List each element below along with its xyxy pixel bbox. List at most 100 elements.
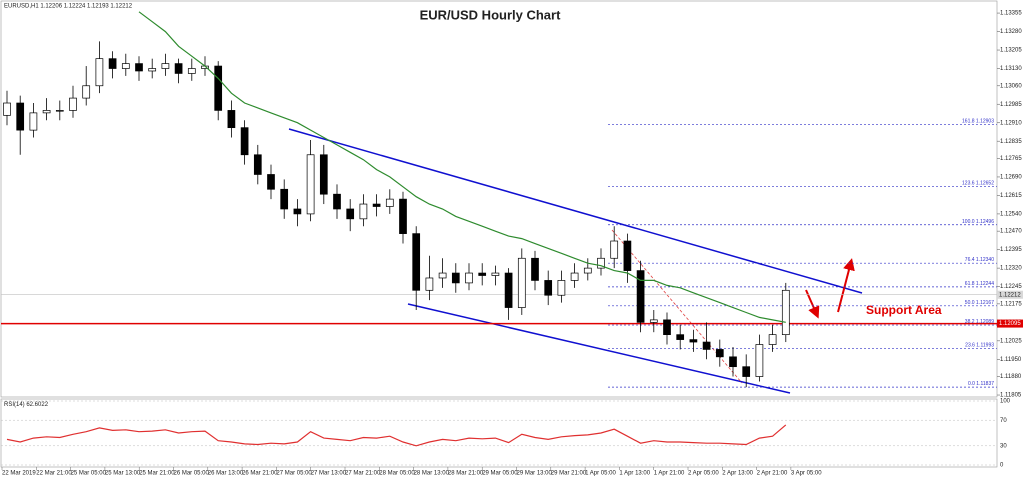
candle-body	[293, 208, 302, 215]
y-tick-label: 1.13355	[1000, 11, 1022, 17]
candle-body	[55, 110, 64, 112]
fib-price: 1.12903	[976, 119, 994, 125]
y-tick-label: 1.12175	[1000, 301, 1022, 307]
fib-level: 161.8	[962, 119, 975, 125]
candle-body	[161, 63, 170, 69]
y-tick-label: 1.12540	[1000, 211, 1022, 217]
y-tick-label: 1.11805	[1000, 393, 1022, 399]
candle-body	[148, 68, 157, 72]
fib-diagonal	[611, 229, 743, 384]
candle-body	[689, 339, 698, 343]
candle-body	[742, 366, 751, 377]
fib-label: 161.8 1.12903	[962, 119, 994, 125]
candle-body	[306, 154, 315, 215]
candle-body	[412, 233, 421, 291]
chart-title: EUR/USD Hourly Chart	[420, 7, 562, 22]
candle-body	[755, 344, 764, 377]
fib-price: 1.12089	[976, 319, 994, 325]
candle-body	[465, 272, 473, 284]
candle-body	[346, 208, 355, 220]
moving-average	[138, 11, 786, 323]
current-price: 1.12212	[999, 292, 1021, 298]
y-tick-label: 1.12985	[1000, 102, 1022, 108]
main-frame	[0, 0, 998, 398]
candle-body	[214, 65, 223, 111]
candle-body	[319, 154, 328, 195]
rsi-line	[6, 424, 787, 447]
x-tick-label: 29 Mar 13:00	[517, 471, 553, 477]
x-tick-label: 27 Mar 13:00	[311, 471, 347, 477]
candle-body	[135, 63, 143, 72]
x-tick-label: 2 Apr 05:00	[688, 471, 719, 477]
y-tick-label: 1.12615	[1000, 193, 1022, 199]
support-annotation: Support Area	[866, 303, 942, 317]
candle-body	[253, 154, 262, 175]
fib-label: 23.6 1.11993	[965, 343, 994, 349]
rsi-label: RSI(14) 62.6022	[4, 402, 49, 408]
down-arrow	[805, 289, 820, 319]
candle-body	[504, 272, 513, 308]
candle-body	[372, 203, 381, 207]
candle-body	[438, 272, 447, 279]
candle-body	[491, 272, 500, 276]
fib-label: 50.0 1.12167	[965, 300, 994, 306]
candle-body	[715, 349, 724, 358]
candle-body	[781, 289, 790, 336]
candle-body	[359, 203, 368, 220]
y-tick-label: 1.13060	[1000, 83, 1022, 89]
fib-label: 0.0 1.11837	[968, 381, 994, 387]
y-tick-label: 1.12910	[1000, 120, 1022, 126]
y-tick-label: 1.13280	[1000, 29, 1022, 35]
candle-body	[3, 102, 11, 116]
fib-label: 100.0 1.12496	[962, 219, 994, 225]
x-tick-label: 2 Apr 21:00	[757, 471, 788, 477]
candle-body	[663, 319, 671, 336]
candle-body	[425, 277, 434, 291]
fib-level: 123.6	[962, 181, 975, 187]
candle-body	[95, 58, 104, 87]
candle-body	[69, 97, 77, 111]
candle-body	[597, 257, 605, 269]
x-tick-label: 25 Mar 05:00	[71, 471, 107, 477]
fib-level: 100.0	[962, 219, 975, 225]
candle-body	[544, 280, 553, 296]
x-tick-label: 1 Apr 13:00	[619, 471, 650, 477]
candle-body	[399, 198, 407, 234]
y-tick-label: 1.12470	[1000, 229, 1022, 235]
candle-body	[649, 319, 658, 323]
fib-price: 1.11993	[976, 343, 994, 349]
fib-label: 123.6 1.12652	[962, 181, 994, 187]
candle-body	[636, 270, 645, 323]
candle-body	[517, 257, 526, 308]
y-tick-label: 1.12245	[1000, 284, 1022, 290]
candle-body	[729, 356, 737, 368]
x-tick-label: 1 Apr 21:00	[654, 471, 685, 477]
rsi-tick-label: 30	[1000, 443, 1007, 449]
fib-price: 1.12244	[976, 281, 994, 287]
candle-body	[478, 272, 487, 276]
upper-trend-line	[288, 128, 863, 294]
candle-body	[82, 85, 91, 99]
fib-price: 1.12496	[976, 219, 994, 225]
x-tick-label: 29 Mar 21:00	[551, 471, 587, 477]
x-tick-label: 28 Mar 05:00	[379, 471, 415, 477]
y-tick-label: 1.12765	[1000, 156, 1022, 162]
x-tick-label: 1 Apr 05:00	[585, 471, 616, 477]
candle-body	[16, 102, 25, 131]
fib-level: 61.8	[965, 281, 975, 287]
candle-body	[121, 63, 130, 69]
x-tick-label: 25 Mar 13:00	[105, 471, 141, 477]
fib-label: 38.2 1.12089	[965, 319, 994, 325]
y-tick-label: 1.11950	[1000, 357, 1022, 363]
x-tick-label: 26 Mar 13:00	[208, 471, 244, 477]
candle-body	[174, 63, 183, 74]
fib-label: 76.4 1.12340	[965, 258, 994, 264]
x-tick-label: 28 Mar 21:00	[448, 471, 484, 477]
y-tick-label: 1.13205	[1000, 48, 1022, 54]
candle-body	[623, 240, 632, 271]
x-tick-label: 26 Mar 21:00	[242, 471, 278, 477]
current-price-box	[997, 290, 1023, 299]
x-tick-label: 2 Apr 13:00	[722, 471, 753, 477]
support-price-box	[997, 319, 1023, 328]
y-tick-label: 1.11880	[1000, 374, 1022, 380]
